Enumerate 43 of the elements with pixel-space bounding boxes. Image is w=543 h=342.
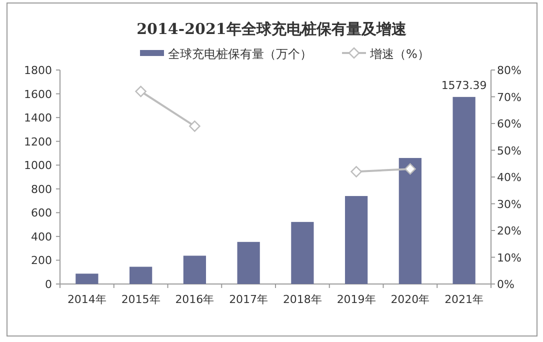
point — [189, 120, 200, 132]
y2-tick-label: 60% — [497, 118, 522, 130]
y-tick-label: 1000 — [24, 159, 52, 172]
y-tick-label: 800 — [31, 182, 52, 196]
y-tick-label: 1200 — [24, 135, 52, 148]
y-tick-label: 600 — [31, 206, 52, 220]
y2-tick-label: 70% — [497, 90, 522, 104]
bar — [291, 222, 314, 284]
bar — [237, 242, 260, 284]
x-tick-label: 2016年 — [175, 293, 214, 306]
y2-tick-label: 30% — [497, 198, 522, 211]
point — [135, 86, 146, 98]
x-tick-label: 2015年 — [121, 293, 160, 306]
y2-tick-label: 80% — [497, 64, 522, 77]
data-label: 1573.39 — [441, 78, 487, 92]
x-tick-label: 2014年 — [67, 293, 106, 306]
point — [350, 166, 362, 178]
y-tick-label: 1800 — [24, 64, 52, 77]
x-tick-label: 2017年 — [229, 293, 268, 306]
y-tick-label: 1600 — [24, 88, 52, 101]
x-tick-label: 2018年 — [282, 293, 322, 306]
x-tick-label: 2020年 — [390, 293, 430, 306]
bar — [345, 196, 368, 284]
y-tick-label: 200 — [31, 254, 52, 268]
bar — [452, 96, 476, 284]
y2-tick-label: 0% — [497, 278, 514, 291]
y2-tick-label: 50% — [497, 144, 522, 158]
bar — [183, 256, 206, 284]
bar — [130, 266, 152, 284]
chart-title: 2014-2021年全球充电桩保有量及增速 — [136, 20, 408, 38]
y-tick-label: 0 — [45, 278, 52, 291]
bar — [76, 274, 98, 284]
x-tick-label: 2021年 — [444, 293, 484, 306]
y2-tick-label: 40% — [497, 171, 522, 184]
y-tick-label: 1400 — [24, 112, 52, 125]
legend-label: 全球充电桩保有量（万个） — [168, 47, 312, 61]
bar — [398, 158, 422, 284]
point — [404, 163, 416, 175]
x-tick-label: 2019年 — [336, 293, 376, 306]
y-tick-label: 400 — [31, 230, 52, 244]
y2-tick-label: 10% — [497, 251, 522, 264]
legend-label: 增速（%） — [369, 47, 430, 61]
y2-tick-label: 20% — [497, 224, 522, 238]
